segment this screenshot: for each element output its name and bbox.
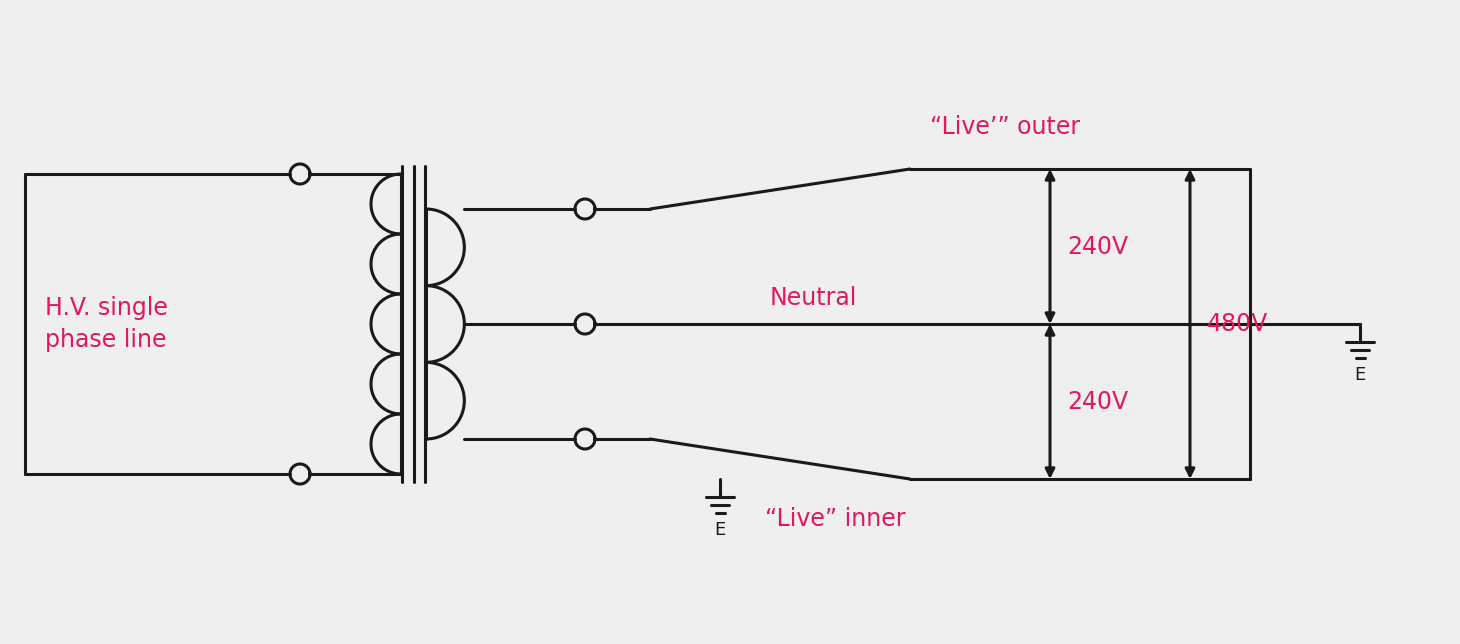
Text: 480V: 480V [1207,312,1269,336]
Text: 240V: 240V [1067,234,1129,258]
Text: 240V: 240V [1067,390,1129,413]
Text: “Live’” outer: “Live’” outer [930,115,1080,139]
Text: E: E [714,521,726,539]
Text: “Live” inner: “Live” inner [765,507,905,531]
Text: H.V. single
phase line: H.V. single phase line [45,296,168,352]
Text: Neutral: Neutral [769,286,857,310]
Text: E: E [1355,366,1365,384]
